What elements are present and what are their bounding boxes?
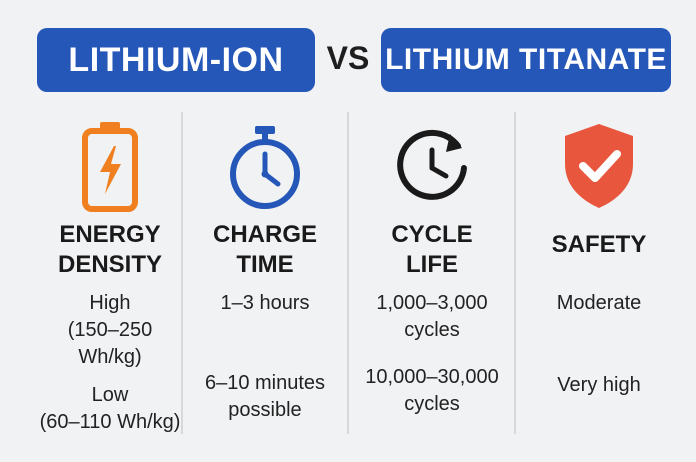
value-line: Low	[91, 384, 129, 406]
energy-density-column: ENERGY DENSITY High (150–250 Wh/kg) Low …	[25, 112, 195, 442]
stopwatch-icon	[180, 116, 350, 216]
cycle-life-column: CYCLE LIFE 1,000–3,000 cycles 10,000–30,…	[347, 112, 517, 442]
heading-line: TIME	[236, 251, 294, 278]
cycle-life-heading: CYCLE LIFE	[347, 220, 517, 280]
safety-heading: SAFETY	[514, 230, 684, 260]
li-ion-cycle-life-value: 1,000–3,000 cycles	[347, 290, 517, 344]
value-line: High	[89, 292, 131, 314]
charge-time-heading: CHARGE TIME	[180, 220, 350, 280]
value-line: (60–110 Wh/kg)	[39, 411, 181, 433]
lto-energy-density-value: Low (60–110 Wh/kg)	[13, 382, 207, 436]
heading-line: CYCLE	[391, 221, 473, 248]
vs-label: VS	[326, 40, 370, 76]
battery-charging-icon	[25, 116, 195, 216]
lto-charge-time-value: 6–10 minutes possible	[180, 370, 350, 424]
value-line: cycles	[404, 319, 460, 341]
column-divider	[181, 112, 183, 434]
lithium-ion-badge: LITHIUM-ION	[37, 28, 315, 92]
lto-cycle-life-value: 10,000–30,000 cycles	[347, 364, 517, 418]
lithium-titanate-badge: LITHIUM TITANATE	[381, 28, 671, 92]
heading-line: ENERGY	[59, 221, 161, 248]
column-divider	[514, 112, 516, 434]
value-line: possible	[228, 399, 302, 421]
value-line: 1,000–3,000	[376, 292, 488, 314]
cycle-clock-icon	[347, 116, 517, 216]
value-line: 6–10 minutes	[204, 372, 326, 394]
heading-line: DENSITY	[57, 251, 162, 278]
value-line: (150–250	[67, 319, 153, 341]
lithium-titanate-label: LITHIUM TITANATE	[385, 43, 667, 76]
value-line: Wh/kg)	[78, 346, 142, 368]
safety-column: SAFETY Moderate Very high	[514, 112, 684, 442]
li-ion-energy-density-value: High (150–250 Wh/kg)	[25, 290, 195, 371]
value-line: cycles	[404, 393, 460, 415]
heading-line: SAFETY	[551, 231, 647, 258]
heading-line: CHARGE	[212, 221, 317, 248]
li-ion-safety-value: Moderate	[556, 292, 642, 314]
energy-density-heading: ENERGY DENSITY	[25, 220, 195, 280]
li-ion-charge-time-value: 1–3 hours	[220, 292, 310, 314]
lto-safety-value: Very high	[557, 374, 641, 396]
shield-check-icon	[514, 116, 684, 216]
value-line: 10,000–30,000	[365, 366, 499, 388]
charge-time-column: CHARGE TIME 1–3 hours 6–10 minutes possi…	[180, 112, 350, 442]
heading-line: LIFE	[406, 251, 458, 278]
column-divider	[347, 112, 349, 434]
lithium-ion-label: LITHIUM-ION	[68, 40, 284, 79]
